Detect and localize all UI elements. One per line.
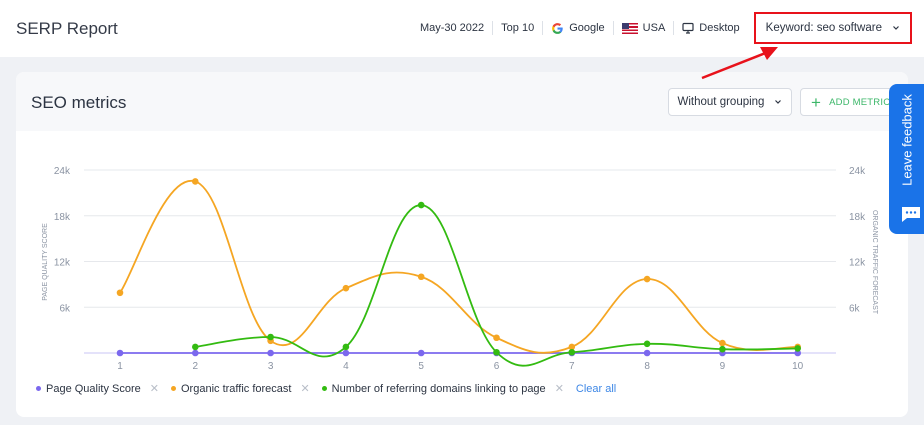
svg-text:6k: 6k <box>849 303 861 314</box>
svg-text:ORGANIC TRAFFIC FORECAST: ORGANIC TRAFFIC FORECAST <box>871 210 878 315</box>
svg-text:2: 2 <box>193 361 199 372</box>
google-icon <box>552 22 563 34</box>
chevron-down-icon <box>893 26 899 30</box>
country: USA <box>614 21 675 35</box>
svg-text:6k: 6k <box>59 303 71 314</box>
legend-dot-icon <box>321 386 327 391</box>
report-meta: May-30 2022 Top 10 Google USA Desktop Ke… <box>412 11 912 45</box>
grouping-dropdown[interactable]: Without grouping <box>668 88 792 116</box>
legend-item-page-quality: Page Quality Score ✕ <box>36 382 159 395</box>
svg-text:9: 9 <box>720 361 726 372</box>
plus-icon: + <box>811 92 822 112</box>
legend-item-referring-domains: Number of referring domains linking to p… <box>321 382 564 395</box>
chevron-down-icon <box>775 100 782 104</box>
report-date: May-30 2022 <box>412 21 494 35</box>
svg-text:18k: 18k <box>54 212 71 223</box>
card-title: SEO metrics <box>31 93 127 112</box>
svg-text:1: 1 <box>117 361 123 372</box>
svg-text:3: 3 <box>268 361 274 372</box>
svg-text:24k: 24k <box>54 166 71 177</box>
legend-item-organic-traffic: Organic traffic forecast ✕ <box>171 382 310 395</box>
svg-text:5: 5 <box>418 361 424 372</box>
legend-dot-icon <box>36 386 41 391</box>
svg-text:24k: 24k <box>849 166 866 177</box>
clear-all-link[interactable]: Clear all <box>575 382 617 395</box>
svg-text:8: 8 <box>644 361 650 372</box>
leave-feedback-button[interactable]: Leave feedback <box>889 84 924 234</box>
svg-text:12k: 12k <box>849 258 866 269</box>
keyword-dropdown[interactable]: Keyword: seo software <box>753 12 912 44</box>
chart-legend: Page Quality Score ✕ Organic traffic for… <box>36 382 616 395</box>
remove-metric-icon[interactable]: ✕ <box>149 383 159 395</box>
svg-text:7: 7 <box>569 361 575 372</box>
top-filter: Top 10 <box>493 21 544 35</box>
svg-text:10: 10 <box>792 361 804 372</box>
chat-icon <box>902 207 920 222</box>
svg-text:12k: 12k <box>54 258 71 269</box>
svg-text:4: 4 <box>343 361 349 372</box>
svg-text:PAGE QUALITY SCORE: PAGE QUALITY SCORE <box>42 223 49 301</box>
svg-text:18k: 18k <box>849 212 866 223</box>
device: Desktop <box>674 21 747 35</box>
legend-dot-icon <box>171 386 176 391</box>
remove-metric-icon[interactable]: ✕ <box>554 383 564 395</box>
monitor-icon <box>682 22 694 34</box>
search-engine: Google <box>543 21 614 35</box>
page-title: SERP Report <box>16 19 118 38</box>
svg-text:6: 6 <box>494 361 500 372</box>
usa-flag-icon <box>621 22 638 34</box>
seo-metrics-card: SEO metrics Without grouping + ADD METRI… <box>16 72 908 417</box>
top-bar: SERP Report May-30 2022 Top 10 Google US… <box>0 0 924 57</box>
remove-metric-icon[interactable]: ✕ <box>300 383 310 395</box>
